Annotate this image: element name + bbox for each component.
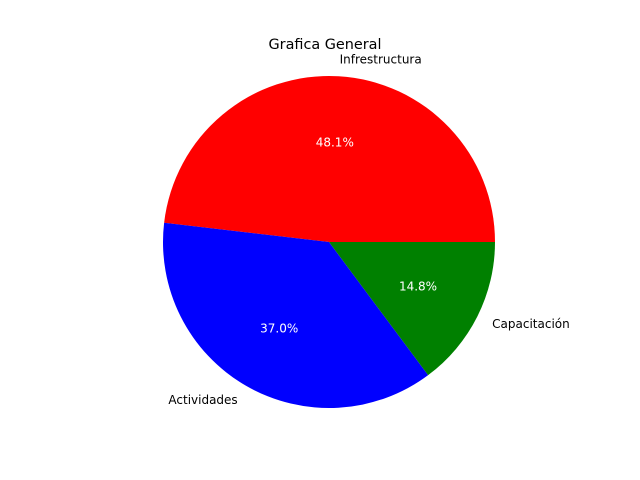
pie-labels: 48.1% Infrestructura 37.0% Actividades 14.8%… (168, 53, 569, 407)
pie-slice-infrestructura (164, 76, 495, 243)
pie-slices (163, 76, 495, 408)
pie-percent-label-capacitacion: 14.8% (399, 280, 437, 294)
pie-percent-label-infrestructura: 48.1% (316, 136, 354, 150)
pie-category-label-infrestructura: Infrestructura (340, 53, 422, 67)
chart-title: Grafica General (269, 37, 382, 53)
pie-percent-label-actividades: 37.0% (260, 321, 298, 335)
pie-category-label-actividades: Actividades (168, 393, 237, 407)
pie-slice-actividades (163, 222, 429, 408)
pie-slice-capacitacion (329, 242, 495, 376)
pie-category-label-capacitacion: Capacitación (492, 317, 570, 331)
